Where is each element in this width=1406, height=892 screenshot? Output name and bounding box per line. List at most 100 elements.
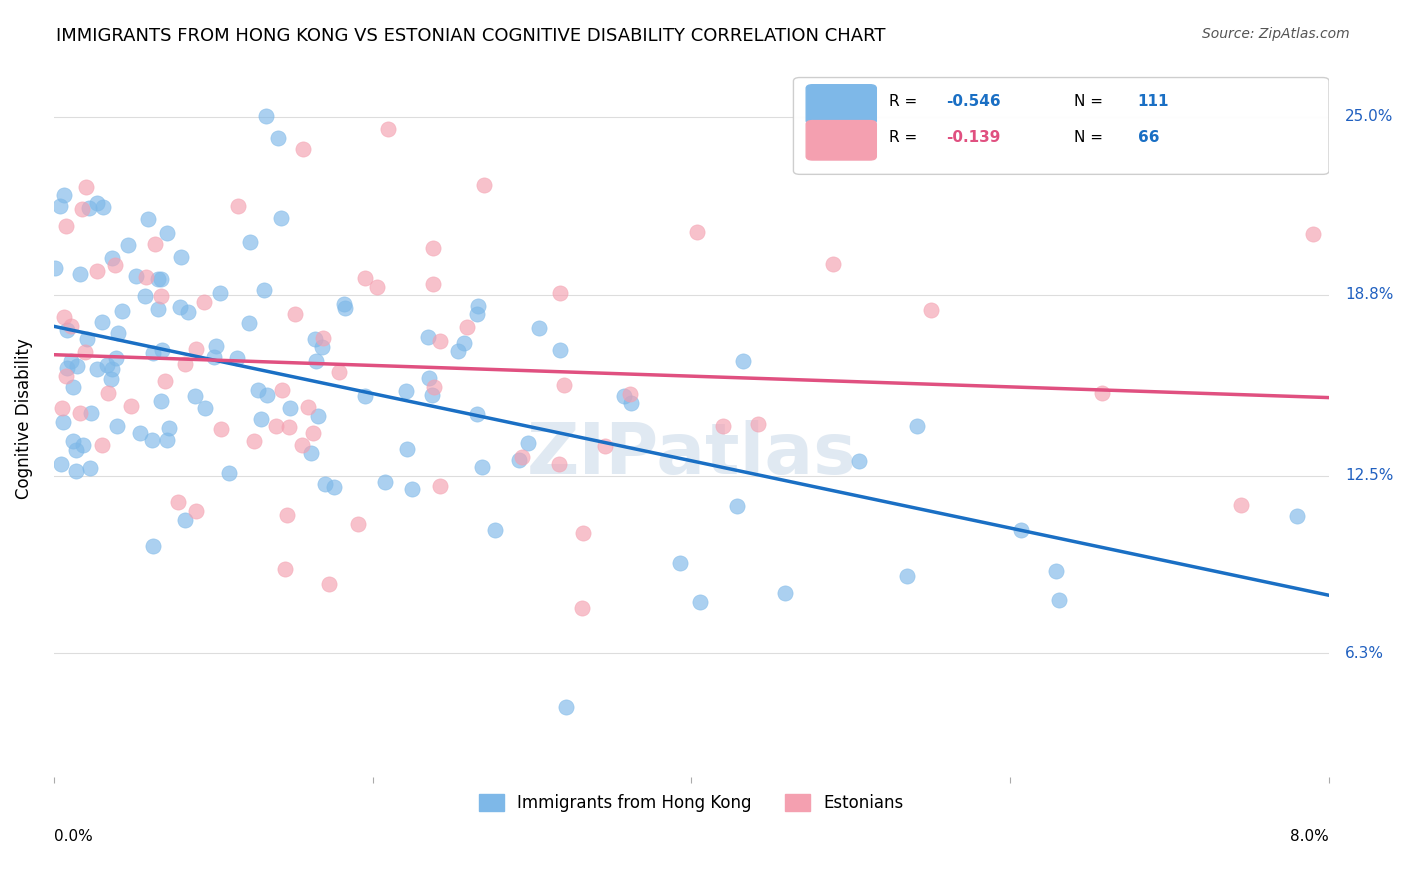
Point: [527, 321, 550, 335]
Point: [69, 267, 91, 281]
Point: [314, 477, 336, 491]
Point: [177, 305, 200, 319]
Point: [56, 360, 79, 375]
Point: [59, 354, 82, 368]
Point: [323, 480, 346, 494]
Point: [1091, 385, 1114, 400]
Text: R =: R =: [889, 94, 922, 109]
Point: [101, 251, 124, 265]
Point: [395, 384, 418, 399]
Point: [209, 286, 232, 301]
Text: 25.0%: 25.0%: [1346, 110, 1393, 125]
Point: [823, 256, 845, 270]
Point: [135, 269, 157, 284]
Point: [429, 334, 451, 348]
Point: [52, 310, 75, 324]
Point: [149, 272, 172, 286]
Point: [103, 258, 125, 272]
Point: [75, 344, 97, 359]
Y-axis label: Cognitive Disability: Cognitive Disability: [15, 338, 32, 499]
Text: R =: R =: [889, 129, 922, 145]
Point: [274, 562, 297, 576]
Point: [91, 438, 114, 452]
Point: [401, 482, 423, 496]
Point: [284, 307, 307, 321]
Point: [56, 323, 79, 337]
Point: [253, 283, 276, 297]
Point: [65, 464, 87, 478]
Point: [508, 453, 530, 467]
Point: [572, 526, 595, 541]
Point: [120, 400, 142, 414]
Point: [291, 438, 314, 452]
Point: [731, 354, 754, 368]
Point: [553, 378, 575, 392]
Point: [69, 406, 91, 420]
Point: [150, 288, 173, 302]
Point: [52, 415, 75, 429]
Point: [302, 426, 325, 441]
Point: [318, 576, 340, 591]
Point: [239, 235, 262, 249]
Point: [747, 417, 769, 431]
Point: [218, 466, 240, 480]
Point: [150, 393, 173, 408]
Point: [619, 387, 641, 401]
Point: [725, 499, 748, 513]
Point: [111, 303, 134, 318]
Legend: Immigrants from Hong Kong, Estonians: Immigrants from Hong Kong, Estonians: [472, 788, 911, 819]
Point: [512, 450, 534, 464]
FancyBboxPatch shape: [793, 78, 1329, 174]
Point: [142, 539, 165, 553]
Point: [377, 121, 399, 136]
Point: [156, 433, 179, 447]
Point: [571, 601, 593, 615]
Text: 111: 111: [1137, 94, 1170, 109]
Point: [418, 330, 440, 344]
Text: Source: ZipAtlas.com: Source: ZipAtlas.com: [1202, 27, 1350, 41]
Point: [465, 407, 488, 421]
Point: [125, 269, 148, 284]
Point: [447, 344, 470, 359]
Point: [555, 700, 578, 714]
Point: [548, 286, 571, 301]
Point: [117, 238, 139, 252]
Point: [613, 389, 636, 403]
Point: [396, 442, 419, 456]
Point: [96, 358, 118, 372]
Point: [1230, 499, 1253, 513]
Point: [51, 401, 73, 416]
Point: [91, 315, 114, 329]
Point: [264, 419, 287, 434]
Point: [226, 199, 249, 213]
Point: [169, 301, 191, 315]
Point: [429, 478, 451, 492]
Point: [128, 425, 150, 440]
Point: [354, 389, 377, 403]
Point: [456, 319, 478, 334]
Point: [418, 371, 440, 385]
Point: [205, 339, 228, 353]
Point: [472, 178, 495, 193]
Text: 18.8%: 18.8%: [1346, 287, 1393, 302]
Point: [333, 297, 356, 311]
Point: [620, 396, 643, 410]
Point: [44, 261, 66, 276]
Point: [105, 351, 128, 365]
Point: [453, 335, 475, 350]
Point: [76, 332, 98, 346]
Point: [278, 419, 301, 434]
Point: [66, 359, 89, 373]
Point: [134, 289, 156, 303]
Point: [256, 388, 278, 402]
Point: [312, 331, 335, 345]
Text: -0.139: -0.139: [946, 129, 1001, 145]
Point: [422, 241, 444, 255]
Point: [347, 516, 370, 531]
Point: [242, 434, 264, 449]
Point: [91, 200, 114, 214]
Point: [80, 407, 103, 421]
Point: [55, 369, 77, 384]
Point: [267, 131, 290, 145]
Point: [366, 280, 388, 294]
